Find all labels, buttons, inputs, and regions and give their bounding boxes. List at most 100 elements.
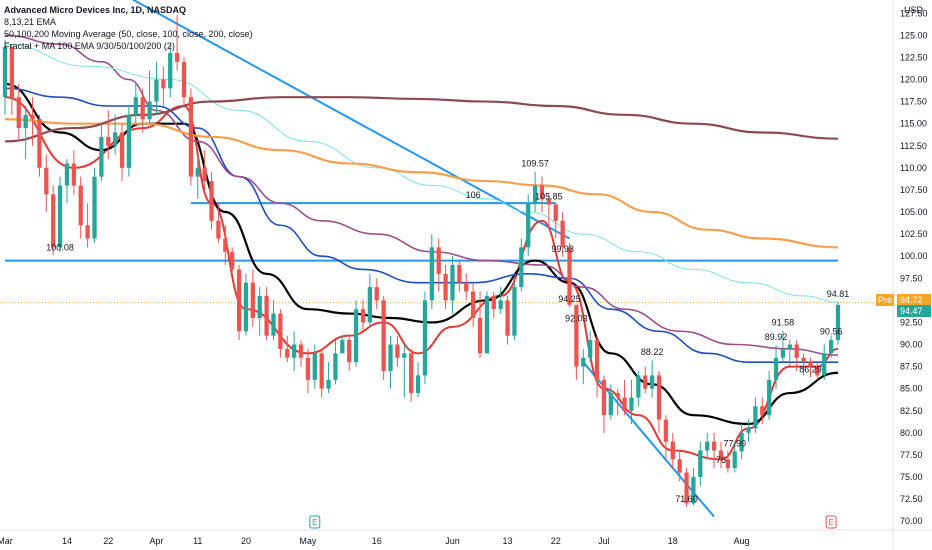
candle [78,176,83,239]
candle [588,331,593,363]
price-tick-label: 120.00 [900,75,928,85]
price-tick-label: 90.00 [900,340,923,350]
candle-body [23,114,28,129]
last-price: 94.47 [897,305,931,317]
candle-body [677,459,682,473]
pre-market-label: Pre [876,294,895,306]
candle-body [498,300,503,310]
price-annotation: 77.90 [723,438,746,448]
candle-body [333,353,338,380]
candle-body [581,357,586,367]
candle [119,123,125,182]
indicator-series [4,34,839,461]
candle [746,419,751,442]
chart-legend: Advanced Micro Devices Inc, 1D, NASDAQ 8… [4,4,253,52]
candle-body [64,163,70,186]
candle [539,176,545,212]
candle-body [801,357,806,363]
candle [236,265,242,341]
candle [353,300,359,367]
candle-body [312,353,317,380]
time-tick-label: Aug [734,536,750,546]
candle-body [209,181,214,221]
candle-body [615,393,620,398]
candle [367,273,373,327]
legend-symbol: Advanced Micro Devices Inc, 1D, NASDAQ [4,5,187,15]
candle [64,159,70,204]
candle [395,335,400,367]
candle-body [512,287,517,336]
candle-body [422,300,428,376]
candle-body [828,340,834,354]
price-axis: 70.00 72.50 75.00 77.50 80.00 82.50 85.00 87.50… [892,0,928,550]
price-annotation: 106 [466,190,481,200]
candle [16,83,21,142]
candle [243,273,249,336]
candle [230,247,235,274]
candle [2,39,8,115]
candle-body [236,269,242,332]
candle [374,278,379,310]
candle [147,70,152,124]
candle-body [285,348,290,358]
candle-body [794,344,799,358]
price-tick-label: 85.00 [900,384,923,394]
candle-body [216,220,221,239]
candle [636,371,641,407]
earnings-marker-box [825,515,837,529]
price-tick-label: 127.50 [900,8,928,18]
candle [677,450,682,482]
candle-body [44,167,49,195]
candle [326,362,331,394]
candle-body [374,287,379,301]
price-annotation: 94.81 [827,289,850,299]
candle [333,340,338,385]
candle [264,287,269,341]
candle-body [718,450,724,460]
candle [581,348,586,385]
price-tick-label: 112.50 [900,141,927,151]
candle [773,345,779,389]
candle-body [601,379,607,416]
candle [512,282,517,341]
candle [615,388,620,416]
candle-body [326,379,331,389]
candle-body [739,432,744,452]
candle [195,154,200,199]
candle [133,83,138,124]
candle-body [519,247,524,288]
candle [436,238,441,292]
time-tick-label: 22 [551,536,561,546]
candle-body [815,366,820,376]
price-tick-label: 77.50 [900,450,923,460]
ma200-line [4,118,839,249]
price-tick-label: 80.00 [900,428,923,438]
candle-body [477,318,483,354]
candle [250,269,255,327]
legend-moving-average: 50,100,200 Moving Average (50, close, 10… [4,29,253,39]
candle-body [594,340,600,380]
candle [57,176,63,252]
candle-body [780,348,786,358]
candle [698,441,703,486]
candle [292,331,297,371]
candle-body [395,344,400,358]
candle-body [340,340,345,354]
price-annotation: 94.25 [558,294,581,304]
candle-body [450,265,455,301]
time-tick-label: Mar [0,536,13,546]
candle [9,44,15,115]
candle [106,110,111,159]
candle-body [99,136,104,177]
candle-body [30,114,35,120]
candle-body [608,393,613,416]
candle-body [732,451,737,469]
candle [643,366,648,394]
candle [85,203,90,248]
candle-body [278,313,283,349]
candle-body [835,305,841,341]
candle-body [491,295,496,310]
candle-body [161,79,166,89]
candle-body [553,204,558,221]
